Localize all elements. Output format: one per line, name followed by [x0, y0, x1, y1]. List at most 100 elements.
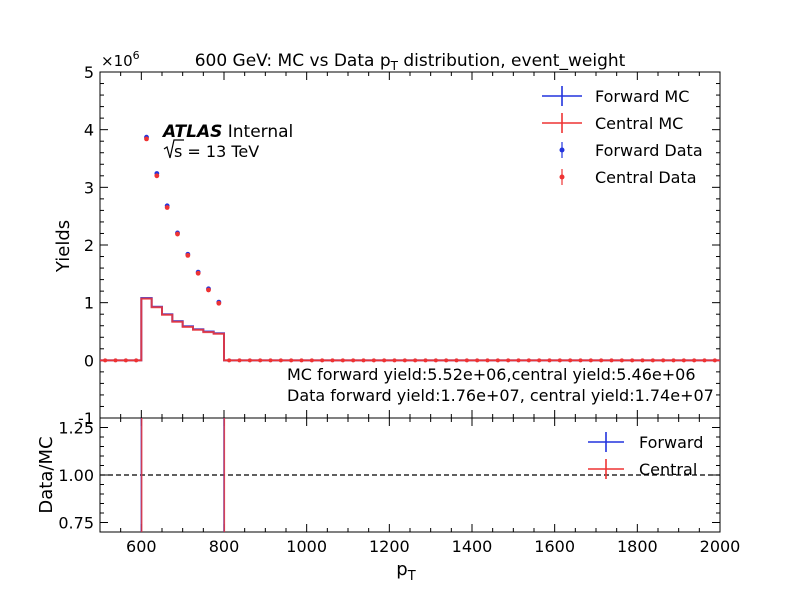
zero-bin-point	[464, 358, 469, 363]
y-tick-label: 4	[84, 121, 94, 140]
zero-bin-point	[609, 358, 614, 363]
zero-bin-point	[692, 358, 697, 363]
data-point	[144, 136, 149, 142]
legend-label: Forward	[639, 433, 703, 452]
y-tick-label: 2	[84, 236, 94, 255]
legend-label: Forward MC	[595, 87, 689, 106]
zero-bin-point	[402, 358, 407, 363]
svg-text:s = 13 TeV: s = 13 TeV	[174, 142, 259, 161]
data-point	[175, 231, 180, 237]
zero-bin-point	[258, 358, 263, 363]
sqrt-symbol	[163, 139, 184, 159]
zero-bin-point	[433, 358, 438, 363]
legend-label: Central Data	[595, 168, 697, 187]
data-point	[164, 205, 170, 210]
zero-bin-point	[650, 358, 655, 363]
zero-bin-point	[423, 358, 428, 363]
zero-bin-point	[299, 358, 304, 363]
zero-bin-point	[578, 358, 583, 363]
mc-yield-text: MC forward yield:5.52e+06,central yield:…	[287, 365, 696, 384]
x-tick-label: 1400	[452, 537, 493, 556]
mc-step-line	[100, 297, 720, 362]
ratio-y-tick-label: 1.25	[58, 419, 94, 438]
legend-entry: Forward	[588, 432, 703, 452]
zero-bin-point	[351, 358, 356, 363]
zero-bin-point	[123, 358, 128, 363]
sqrt-s-label: s = 13 TeV	[163, 139, 259, 161]
data-point	[206, 287, 211, 293]
main-legend: Forward MC Central MC Forward Data Central …	[542, 86, 703, 187]
zero-bin-point	[361, 358, 366, 363]
zero-bin-point	[506, 358, 511, 363]
legend-point-marker	[559, 147, 565, 153]
zero-bin-point	[444, 358, 449, 363]
legend-entry: Forward Data	[559, 141, 703, 160]
zero-bin-point	[547, 358, 552, 363]
zero-bin-point	[495, 358, 500, 363]
y-tick-label: 3	[84, 178, 94, 197]
zero-bin-point	[568, 358, 573, 363]
zero-bin-point	[103, 358, 108, 363]
zero-bin-point	[475, 358, 480, 363]
ratio-panel: 600 800 1000 1200 1400 1600 1800 2000 0.75 1.00 1.…	[58, 417, 741, 556]
ratio-y-axis-label: Data/MC	[36, 436, 57, 513]
legend-entry: Central Data	[559, 168, 697, 187]
x-tick-label: 1800	[617, 537, 658, 556]
zero-bin-point	[371, 358, 376, 363]
legend-label: Central MC	[595, 114, 683, 133]
legend-label: Forward Data	[595, 141, 703, 160]
zero-bin-point	[227, 358, 232, 363]
zero-bin-point	[526, 358, 531, 363]
x-axis-label: pT	[396, 559, 415, 584]
zero-bin-point	[671, 358, 676, 363]
zero-bin-point	[382, 358, 387, 363]
zero-bin-point	[309, 358, 314, 363]
zero-bin-point	[134, 358, 139, 363]
zero-bin-point	[702, 358, 707, 363]
zero-bin-point	[237, 358, 242, 363]
zero-bin-point	[712, 358, 717, 363]
x-tick-label: 1000	[286, 537, 327, 556]
y-tick-label: -1	[78, 409, 94, 428]
y-axis-label: Yields	[53, 220, 74, 273]
zero-bin-point	[599, 358, 604, 363]
zero-bin-point	[661, 358, 666, 363]
zero-bin-point	[340, 358, 345, 363]
zero-bin-point	[454, 358, 459, 363]
zero-bin-point	[289, 358, 294, 363]
chart-title: 600 GeV: MC vs Data pT distribution, eve…	[195, 51, 626, 73]
zero-bin-point	[392, 358, 397, 363]
main-panel: -1 0 1 2 3 4 5 Forward MC Central MC Forward Data…	[78, 63, 721, 428]
ratio-y-tick-label: 0.75	[58, 514, 94, 533]
zero-bin-point	[557, 358, 562, 363]
zero-bin-point	[485, 358, 490, 363]
zero-bin-point	[413, 358, 418, 363]
zero-bin-point	[268, 358, 273, 363]
data-point	[185, 252, 191, 258]
data-point	[195, 270, 201, 276]
legend-entry: Central	[588, 459, 697, 479]
legend-entry: Central MC	[542, 113, 683, 133]
x-tick-label: 2000	[700, 537, 741, 556]
zero-bin-point	[247, 358, 252, 363]
zero-bin-point	[113, 358, 118, 363]
ratio-legend: Forward Central	[588, 432, 703, 479]
legend-entry: Forward MC	[542, 86, 689, 106]
zero-bin-point	[278, 358, 283, 363]
x-tick-label: 1600	[534, 537, 575, 556]
x-tick-label: 800	[209, 537, 240, 556]
legend-label: Central	[639, 460, 697, 479]
zero-bin-point	[330, 358, 335, 363]
zero-bin-point	[619, 358, 624, 363]
zero-bin-point	[537, 358, 542, 363]
y-multiplier: ×106	[101, 49, 140, 70]
atlas-label: ATLAS Internal	[161, 122, 293, 142]
x-tick-label: 600	[126, 537, 157, 556]
y-tick-label: 0	[84, 351, 94, 370]
zero-bin-point	[681, 358, 686, 363]
zero-bin-point	[630, 358, 635, 363]
x-tick-label: 1200	[369, 537, 410, 556]
zero-bin-point	[640, 358, 645, 363]
legend-point-marker	[559, 174, 565, 180]
